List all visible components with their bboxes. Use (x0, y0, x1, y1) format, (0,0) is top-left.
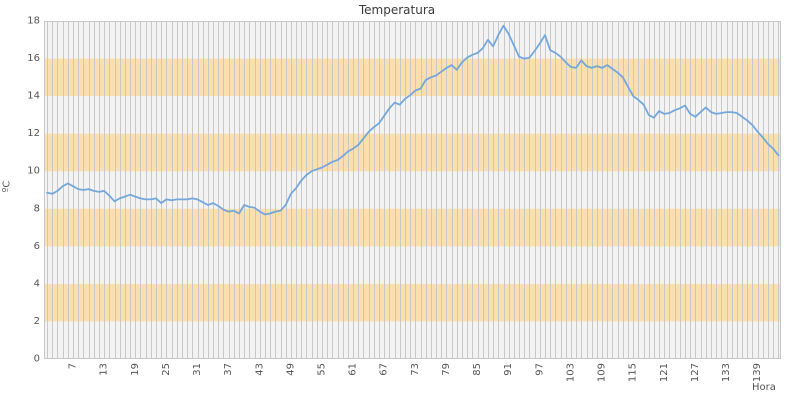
x-tick-label: 31 (192, 363, 203, 376)
x-tick-label: 109 (597, 363, 608, 382)
x-tick-label: 13 (99, 363, 110, 376)
y-tick-label: 8 (34, 203, 40, 214)
x-tick-label: 25 (161, 363, 172, 376)
highlight-band (44, 133, 781, 172)
x-tick-label: 79 (441, 363, 452, 376)
x-tick-label: 55 (317, 363, 328, 376)
x-tick-label: 7 (68, 363, 79, 369)
x-tick-label: 97 (534, 363, 545, 376)
x-tick-label: 133 (721, 363, 732, 382)
y-tick-label: 12 (27, 128, 40, 139)
y-tick-label: 16 (27, 53, 40, 64)
x-tick-label: 127 (690, 363, 701, 382)
x-tick-label: 19 (130, 363, 141, 376)
x-tick-label: 49 (285, 363, 296, 376)
y-tick-label: 18 (27, 16, 40, 27)
highlight-band (44, 58, 781, 97)
y-tick-label: 6 (34, 241, 40, 252)
chart-title: Temperatura (358, 3, 436, 17)
x-tick-label: 91 (503, 363, 514, 376)
temperature-line (46, 24, 780, 216)
highlight-band (44, 208, 781, 247)
x-tick-label: 139 (752, 363, 763, 382)
x-tick-label: 73 (410, 363, 421, 376)
y-tick-label: 2 (34, 316, 40, 327)
x-tick-label: 121 (659, 363, 670, 382)
y-tick-label: 10 (27, 166, 40, 177)
y-tick-label: 4 (34, 278, 40, 289)
x-tick-label: 37 (223, 363, 234, 376)
highlight-band (44, 283, 781, 322)
x-tick-label: 85 (472, 363, 483, 376)
x-tick-label: 43 (254, 363, 265, 376)
x-tick-label: 67 (379, 363, 390, 376)
x-tick-label: 115 (628, 363, 639, 382)
y-tick-label: 0 (34, 354, 40, 365)
x-axis-unit-label: Hora (752, 382, 776, 393)
y-tick-label: 14 (27, 91, 40, 102)
plot-border (44, 21, 781, 359)
x-tick-label: 61 (348, 363, 359, 376)
x-tick-label: 103 (565, 363, 576, 382)
